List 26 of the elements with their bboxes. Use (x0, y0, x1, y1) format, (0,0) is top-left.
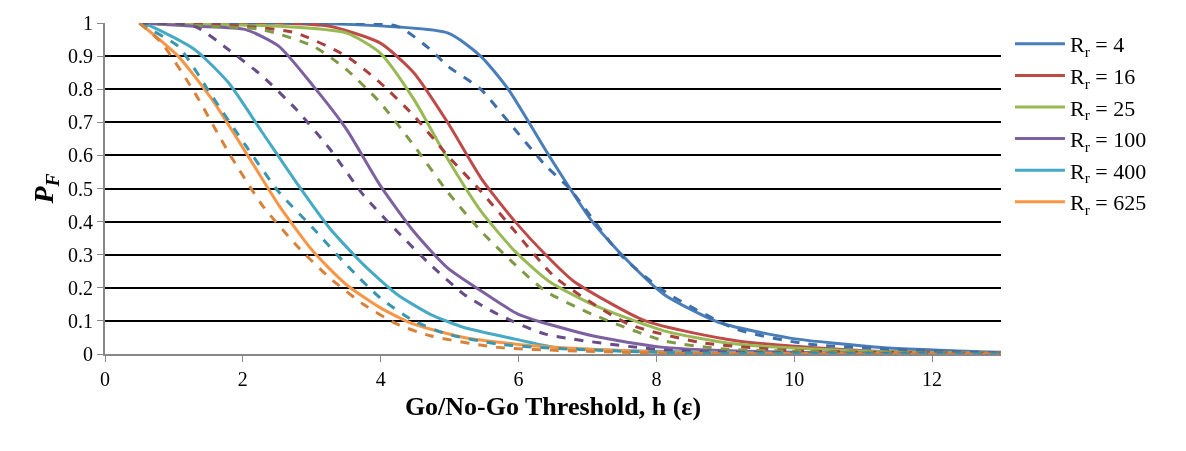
x-tick-label: 8 (651, 368, 662, 390)
y-tick-label: 0.5 (68, 177, 93, 200)
y-tick-label: 0.7 (68, 111, 93, 134)
y-tick-label: 0.8 (68, 78, 93, 101)
legend-label: R$_{r}$ = 100 (1069, 127, 1147, 155)
legend-label: R$_{r}$ = 25 (1069, 95, 1136, 124)
y-tick-label: 0.6 (68, 144, 93, 167)
legend-label: R$_{r}$ = 400 (1069, 158, 1147, 187)
y-tick-label: 0.2 (68, 276, 93, 299)
x-tick-label: 4 (375, 368, 386, 390)
y-tick-label: 0.3 (68, 243, 93, 266)
y-tick-label: 0.1 (68, 309, 93, 332)
x-axis-title: Go/No-Go Threshold, h (ε) (404, 392, 702, 422)
y-tick-label: 0 (83, 343, 93, 365)
legend-label: R$_{r}$ = 4 (1069, 32, 1125, 60)
line-series (137, 23, 1001, 354)
x-tick-label: 2 (237, 368, 248, 390)
x-tick-label: 10 (784, 368, 805, 390)
x-tick-label: 0 (100, 368, 110, 390)
y-tick-label: 1 (83, 12, 93, 34)
legend-label: R$_{r}$ = 625 (1069, 190, 1147, 218)
x-tick-label: 6 (513, 368, 524, 390)
x-tick-label: 12 (922, 368, 943, 390)
y-tick-label: 0.9 (68, 45, 93, 68)
legend-label: R$_{r}$ = 16 (1069, 63, 1136, 92)
y-tick-label: 0.4 (68, 210, 93, 233)
